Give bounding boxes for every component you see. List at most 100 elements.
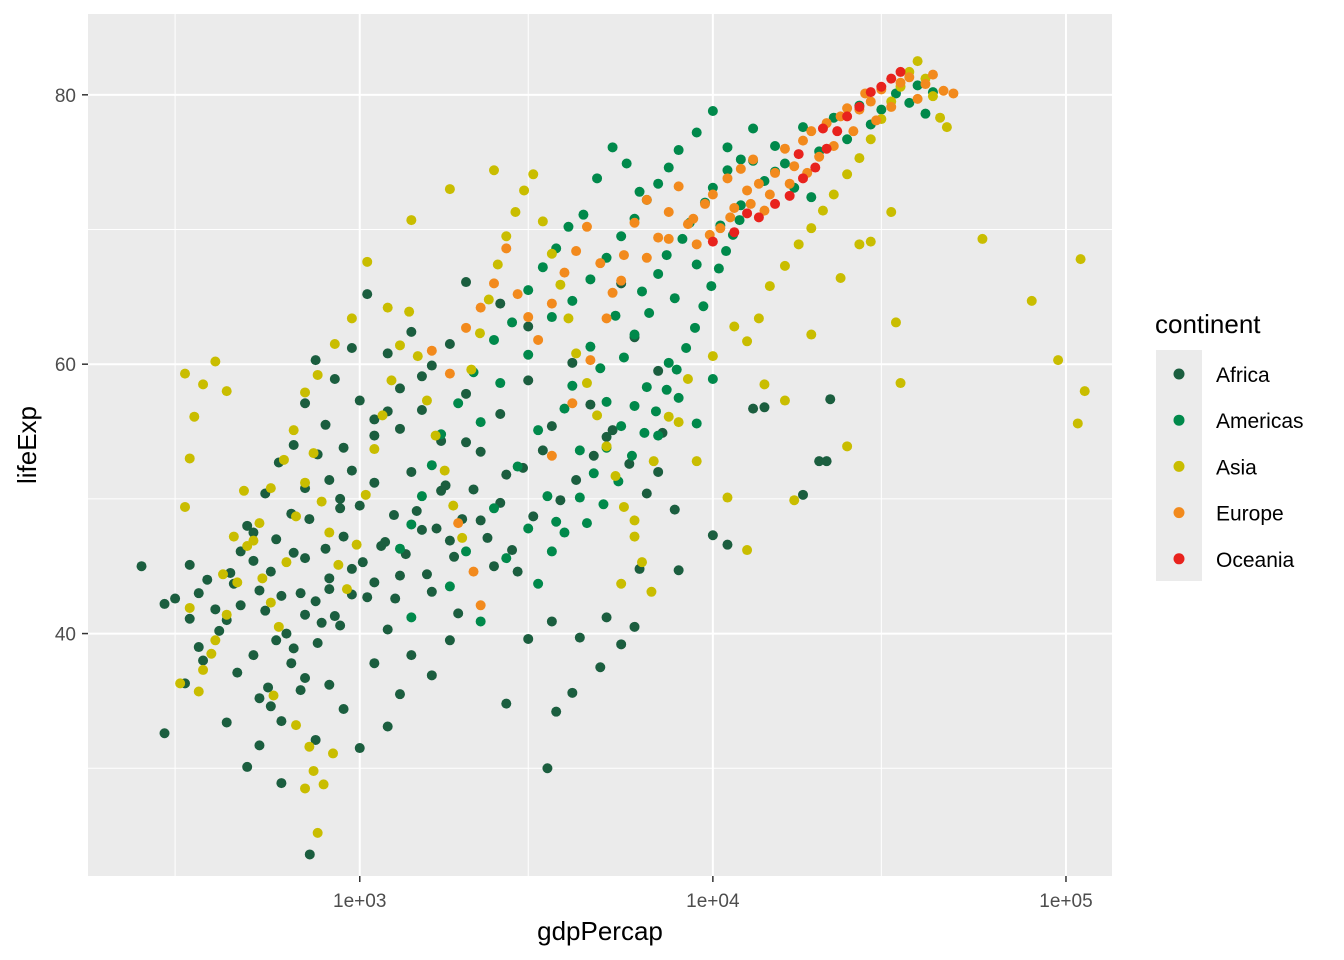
data-point bbox=[426, 670, 437, 681]
data-point bbox=[904, 72, 915, 83]
data-point bbox=[601, 612, 612, 623]
data-point bbox=[677, 233, 688, 244]
data-point bbox=[691, 259, 702, 270]
data-point bbox=[184, 602, 195, 613]
legend-item-europe: Europe bbox=[1173, 503, 1284, 526]
data-point bbox=[759, 205, 770, 216]
data-point bbox=[300, 673, 311, 684]
data-point bbox=[184, 613, 195, 624]
data-point bbox=[193, 686, 204, 697]
data-point bbox=[912, 93, 923, 104]
data-point bbox=[533, 425, 544, 436]
data-point bbox=[848, 126, 859, 137]
data-point bbox=[394, 543, 405, 554]
data-point bbox=[865, 96, 876, 107]
data-point bbox=[242, 761, 253, 772]
data-point bbox=[468, 566, 479, 577]
data-point bbox=[369, 430, 380, 441]
data-point bbox=[653, 232, 664, 243]
data-point bbox=[798, 122, 809, 133]
data-point bbox=[426, 460, 437, 471]
data-point bbox=[528, 169, 539, 180]
data-point bbox=[624, 458, 635, 469]
data-point bbox=[912, 56, 923, 67]
data-point bbox=[263, 682, 274, 693]
data-point bbox=[265, 483, 276, 494]
data-point bbox=[691, 127, 702, 138]
data-point bbox=[523, 349, 534, 360]
data-point bbox=[537, 445, 548, 456]
data-point bbox=[842, 134, 853, 145]
legend: continent Africa Americas Asia Europe Oceani… bbox=[1155, 309, 1304, 581]
data-point bbox=[798, 489, 809, 500]
data-point bbox=[406, 466, 417, 477]
data-point bbox=[318, 779, 329, 790]
data-point bbox=[180, 368, 191, 379]
data-point bbox=[742, 545, 753, 556]
data-point bbox=[288, 547, 299, 558]
data-point bbox=[346, 313, 357, 324]
data-point bbox=[646, 586, 657, 597]
data-point bbox=[362, 256, 373, 267]
data-point bbox=[394, 570, 405, 581]
data-point bbox=[835, 272, 846, 283]
data-point bbox=[742, 336, 753, 347]
data-point bbox=[193, 588, 204, 599]
data-point bbox=[555, 279, 566, 290]
data-point bbox=[722, 539, 733, 550]
data-point bbox=[533, 334, 544, 345]
data-point bbox=[406, 326, 417, 337]
data-point bbox=[265, 701, 276, 712]
data-point bbox=[567, 295, 578, 306]
data-point bbox=[248, 555, 259, 566]
data-point bbox=[691, 456, 702, 467]
data-point bbox=[382, 348, 393, 359]
minor-gridlines bbox=[88, 14, 1112, 876]
data-point bbox=[394, 423, 405, 434]
x-axis-title: gdpPercap bbox=[537, 916, 663, 946]
data-point bbox=[210, 356, 221, 367]
data-point bbox=[742, 208, 753, 219]
data-point bbox=[394, 340, 405, 351]
data-point bbox=[886, 206, 897, 217]
data-point bbox=[745, 198, 756, 209]
data-point bbox=[567, 398, 578, 409]
data-point bbox=[288, 643, 299, 654]
data-point bbox=[571, 475, 582, 486]
data-point bbox=[770, 140, 781, 151]
data-point bbox=[865, 236, 876, 247]
data-point bbox=[912, 80, 923, 91]
data-point bbox=[461, 437, 472, 448]
data-point bbox=[468, 484, 479, 495]
data-point bbox=[159, 728, 170, 739]
data-point bbox=[329, 611, 340, 622]
data-point bbox=[641, 252, 652, 263]
data-point bbox=[546, 248, 557, 259]
data-point bbox=[281, 557, 292, 568]
data-point bbox=[377, 410, 388, 421]
data-point bbox=[759, 402, 770, 413]
data-point bbox=[551, 516, 562, 527]
data-point bbox=[578, 209, 589, 220]
data-point bbox=[461, 322, 472, 333]
data-point bbox=[512, 289, 523, 300]
data-point bbox=[206, 648, 217, 659]
data-point bbox=[492, 259, 503, 270]
data-point bbox=[288, 440, 299, 450]
data-point bbox=[273, 621, 284, 632]
data-point bbox=[354, 395, 365, 406]
data-point bbox=[806, 192, 817, 203]
data-point bbox=[779, 395, 790, 406]
legend-label: Africa bbox=[1216, 364, 1270, 387]
data-point bbox=[806, 126, 817, 137]
data-point bbox=[588, 468, 599, 479]
data-point bbox=[618, 501, 629, 512]
data-point bbox=[784, 190, 795, 201]
data-point bbox=[653, 365, 664, 376]
data-point bbox=[977, 233, 988, 244]
data-point bbox=[360, 489, 371, 500]
data-point bbox=[295, 685, 306, 696]
data-point bbox=[338, 703, 349, 714]
data-point bbox=[742, 185, 753, 196]
data-point bbox=[588, 450, 599, 461]
